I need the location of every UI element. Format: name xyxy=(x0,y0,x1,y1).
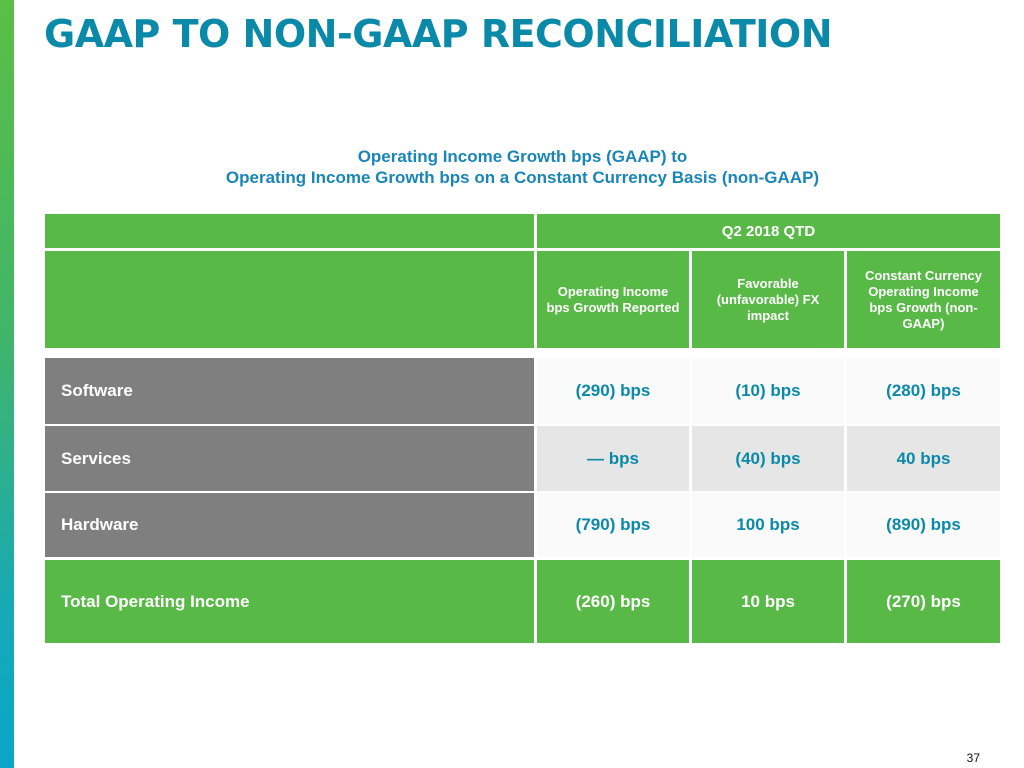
row-label-software: Software xyxy=(45,358,534,424)
row-label-total: Total Operating Income xyxy=(45,560,534,643)
total-fx-impact: 10 bps xyxy=(692,560,844,643)
subtitle-line-1: Operating Income Growth bps (GAAP) to xyxy=(357,147,688,166)
software-fx-impact: (10) bps xyxy=(692,358,844,424)
services-fx-impact: (40) bps xyxy=(692,426,844,491)
subtitle-line-2: Operating Income Growth bps on a Constan… xyxy=(225,168,820,187)
period-header: Q2 2018 QTD xyxy=(537,214,1000,248)
hardware-reported: (790) bps xyxy=(537,493,689,557)
page-number: 37 xyxy=(966,751,980,765)
column-header-reported: Operating Income bps Growth Reported xyxy=(537,251,689,348)
software-constant-currency: (280) bps xyxy=(847,358,1000,424)
column-header-constant-currency: Constant Currency Operating Income bps G… xyxy=(847,251,1000,348)
column-header-fx-impact: Favorable (unfavorable) FX impact xyxy=(692,251,844,348)
page-title: GAAP TO NON-GAAP RECONCILIATION xyxy=(44,12,833,56)
header-blank-cell-2 xyxy=(45,251,534,348)
side-accent-bar xyxy=(0,0,14,768)
services-constant-currency: 40 bps xyxy=(847,426,1000,491)
header-blank-cell xyxy=(45,214,534,248)
hardware-constant-currency: (890) bps xyxy=(847,493,1000,557)
hardware-fx-impact: 100 bps xyxy=(692,493,844,557)
row-label-hardware: Hardware xyxy=(45,493,534,557)
row-label-services: Services xyxy=(45,426,534,491)
table-subtitle: Operating Income Growth bps (GAAP) to Op… xyxy=(45,146,1000,188)
services-reported: — bps xyxy=(537,426,689,491)
total-constant-currency: (270) bps xyxy=(847,560,1000,643)
total-reported: (260) bps xyxy=(537,560,689,643)
software-reported: (290) bps xyxy=(537,358,689,424)
